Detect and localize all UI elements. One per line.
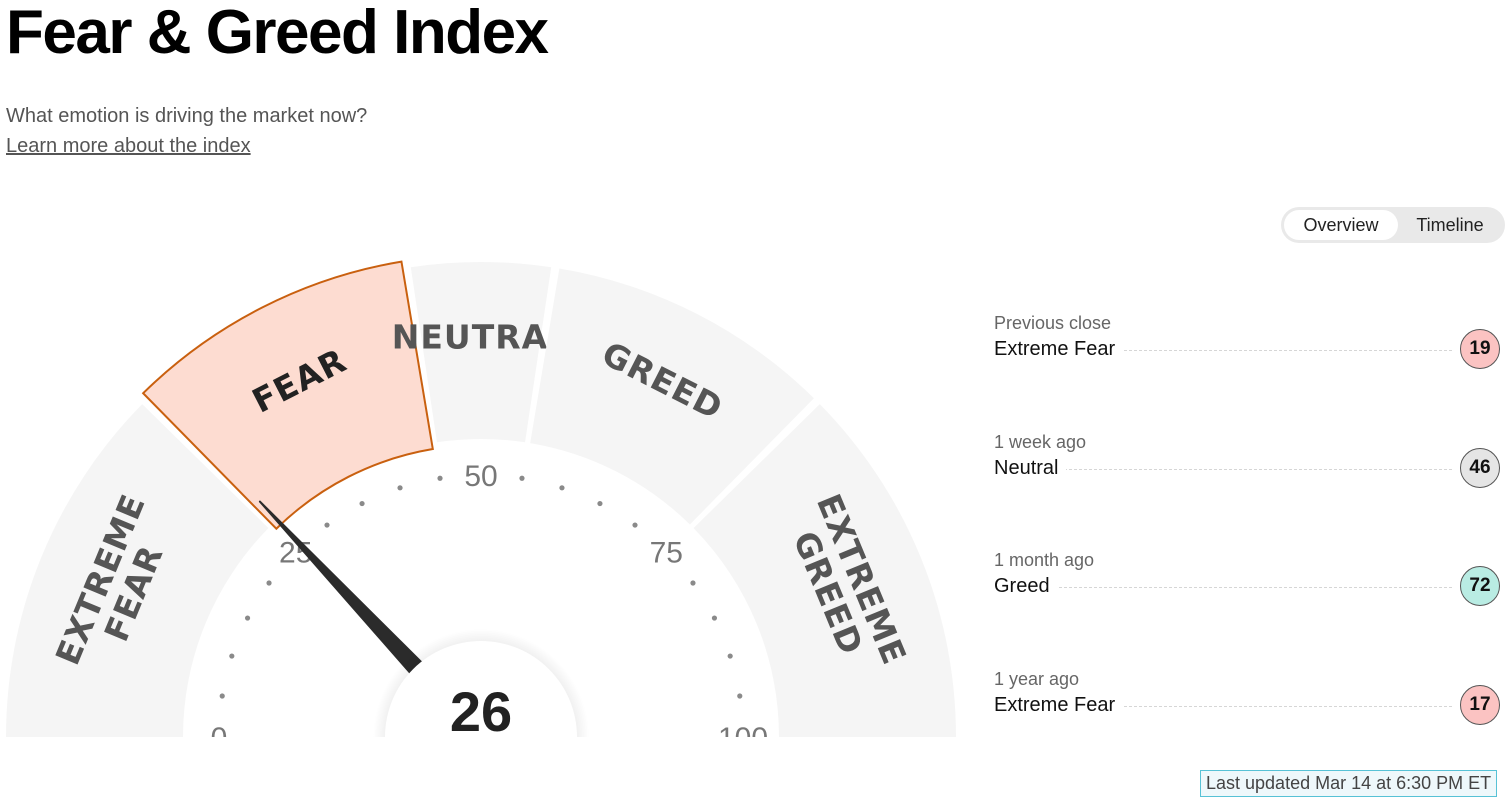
gauge-hub (385, 641, 577, 737)
last-updated-label: Last updated Mar 14 at 6:30 PM ET (1200, 770, 1498, 797)
zone-greed (530, 268, 814, 525)
gauge-ticks (219, 475, 743, 699)
history-value-badge: 17 (1460, 685, 1500, 725)
history-row-1-year-ago: 1 year ago Extreme Fear 17 (994, 669, 1500, 779)
view-toggle: Overview Timeline (1281, 207, 1505, 243)
tick-dot (711, 615, 718, 621)
gauge-scale: 0255075100 (211, 460, 768, 737)
timeline-tab[interactable]: Timeline (1416, 215, 1484, 235)
tick-dot (266, 580, 272, 586)
scale-label-50: 50 (464, 460, 497, 493)
tick-dot (519, 475, 525, 481)
tick-dot (559, 485, 565, 491)
tick-dot (597, 500, 603, 507)
gauge-needle-group (258, 500, 589, 737)
page-subtitle: What emotion is driving the market now? (6, 105, 368, 127)
history-row-1-month-ago: 1 month ago Greed 72 (994, 550, 1500, 660)
tick-dot (727, 653, 733, 659)
tick-dot (244, 615, 251, 621)
learn-more-link[interactable]: Learn more about the index (6, 135, 251, 157)
page-title: Fear & Greed Index (6, 0, 549, 67)
history-divider (994, 587, 1452, 588)
history-divider (994, 706, 1452, 707)
history-divider (994, 469, 1452, 470)
history-value-badge: 19 (1460, 329, 1500, 369)
gauge-value: 26 (450, 680, 512, 737)
history-rating: Greed (994, 575, 1058, 598)
history-rating: Extreme Fear (994, 338, 1124, 361)
tick-dot (219, 693, 225, 699)
history-row-previous-close: Previous close Extreme Fear 19 (994, 313, 1500, 423)
history-value-badge: 46 (1460, 448, 1500, 488)
tick-dot (359, 500, 365, 507)
zone-neutral (410, 262, 552, 443)
history-when: 1 month ago (994, 550, 1095, 570)
tick-dot (324, 522, 330, 528)
overview-tab[interactable]: Overview (1284, 210, 1398, 240)
history-rating: Extreme Fear (994, 694, 1124, 717)
zone-extreme-greed (693, 404, 956, 737)
history-when: 1 year ago (994, 669, 1080, 689)
history-rating: Neutral (994, 457, 1067, 480)
tick-dot (437, 475, 443, 481)
history-value-badge: 72 (1460, 566, 1500, 606)
history-divider (994, 350, 1452, 351)
scale-label-100: 100 (718, 722, 768, 737)
tick-dot (397, 485, 403, 491)
scale-label-0: 0 (211, 722, 228, 737)
tick-dot (632, 522, 638, 528)
zone-fear (141, 260, 434, 531)
history-row-1-week-ago: 1 week ago Neutral 46 (994, 432, 1500, 542)
history-when: Previous close (994, 313, 1112, 333)
history-when: 1 week ago (994, 432, 1087, 452)
zone-label-neutral: NEUTRAL (392, 318, 570, 357)
zone-extreme-fear (6, 404, 269, 737)
tick-dot (690, 580, 696, 586)
scale-label-75: 75 (650, 537, 683, 570)
tick-dot (229, 653, 235, 659)
tick-dot (737, 693, 743, 699)
